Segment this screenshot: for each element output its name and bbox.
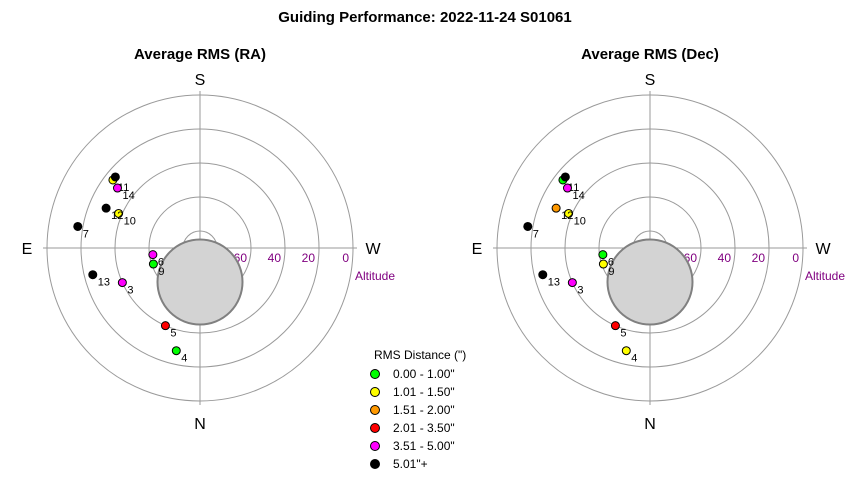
altitude-tick-label: 20 [302, 251, 316, 265]
excluded-region [156, 238, 244, 326]
data-point-label: 3 [577, 285, 583, 297]
chart-title: Average RMS (Dec) [581, 46, 719, 63]
compass-s: S [195, 72, 206, 89]
data-point-label: 12 [561, 210, 573, 222]
page-title: Guiding Performance: 2022-11-24 S01061 [278, 9, 572, 26]
data-point [148, 250, 158, 260]
data-point-label: 10 [124, 215, 136, 227]
legend-entry: 2.01 - 3.50" [368, 419, 466, 437]
data-point-label: 9 [608, 266, 614, 278]
data-point [538, 270, 548, 280]
altitude-tick-label: 0 [792, 251, 799, 265]
compass-n: N [644, 416, 656, 433]
data-point-label: 5 [170, 328, 176, 340]
legend-entry: 1.51 - 2.00" [368, 401, 466, 419]
data-point-label: 13 [98, 277, 110, 289]
compass-e: E [472, 241, 483, 258]
polar-chart-dec: Average RMS (Dec)SNEW806040200Altitude34… [472, 46, 846, 433]
data-point [114, 208, 124, 218]
legend-swatch [370, 387, 380, 397]
data-point [598, 259, 608, 269]
polar-chart-ra: Average RMS (RA)SNEW806040200Altitude345… [22, 46, 396, 433]
data-point [112, 183, 122, 193]
data-point-label: 14 [122, 190, 134, 202]
data-point-label: 9 [158, 266, 164, 278]
data-point [148, 259, 158, 269]
data-point [560, 172, 570, 182]
data-point-label: 7 [83, 228, 89, 240]
altitude-tick-label: 40 [268, 251, 282, 265]
legend-entry: 1.01 - 1.50" [368, 383, 466, 401]
legend-label: 0.00 - 1.00" [393, 367, 455, 381]
legend-label: 5.01"+ [393, 457, 428, 471]
legend: RMS Distance (") 0.00 - 1.00" 1.01 - 1.5… [368, 348, 466, 473]
compass-e: E [22, 241, 33, 258]
data-point [171, 346, 181, 356]
data-point [610, 321, 620, 331]
compass-w: W [365, 241, 381, 258]
data-point-label: 12 [111, 210, 123, 222]
legend-swatch [370, 423, 380, 433]
data-point-label: 3 [127, 285, 133, 297]
data-point [88, 270, 98, 280]
chart-title: Average RMS (RA) [134, 46, 266, 63]
data-point [564, 208, 574, 218]
data-point-label: 5 [620, 328, 626, 340]
data-point [101, 203, 111, 213]
data-point-label: 6 [608, 257, 614, 269]
data-point-label: 11 [118, 182, 129, 194]
compass-s: S [645, 72, 656, 89]
data-point-label: 11 [568, 182, 579, 194]
data-point-label: 14 [572, 190, 584, 202]
legend-title: RMS Distance (") [374, 348, 467, 362]
compass-w: W [815, 241, 831, 258]
data-point [598, 250, 608, 260]
data-point [110, 172, 120, 182]
legend-entry: 5.01"+ [368, 455, 466, 473]
compass-n: N [194, 416, 206, 433]
data-point [621, 346, 631, 356]
data-point [73, 221, 83, 231]
legend-label: 1.01 - 1.50" [393, 385, 455, 399]
altitude-tick-label: 0 [342, 251, 349, 265]
legend-entry: 3.51 - 5.00" [368, 437, 466, 455]
altitude-label: Altitude [805, 269, 845, 283]
data-point-label: 4 [631, 353, 637, 365]
data-point-label: 6 [158, 257, 164, 269]
data-point [567, 278, 577, 288]
legend-label: 3.51 - 5.00" [393, 439, 455, 453]
data-point [551, 203, 561, 213]
legend-swatch [370, 459, 380, 469]
legend-label: 1.51 - 2.00" [393, 403, 455, 417]
legend-swatch [370, 441, 380, 451]
excluded-region [606, 238, 694, 326]
data-point-label: 4 [181, 353, 187, 365]
legend-swatch [370, 369, 380, 379]
altitude-label: Altitude [355, 269, 395, 283]
data-point [117, 278, 127, 288]
altitude-tick-label: 20 [752, 251, 766, 265]
data-point [523, 221, 533, 231]
legend-label: 2.01 - 3.50" [393, 421, 455, 435]
data-point-label: 13 [548, 277, 560, 289]
legend-entry: 0.00 - 1.00" [368, 365, 466, 383]
data-point [562, 183, 572, 193]
data-point-label: 7 [533, 228, 539, 240]
altitude-tick-label: 40 [718, 251, 732, 265]
legend-swatch [370, 405, 380, 415]
data-point-label: 10 [574, 215, 586, 227]
data-point [160, 321, 170, 331]
